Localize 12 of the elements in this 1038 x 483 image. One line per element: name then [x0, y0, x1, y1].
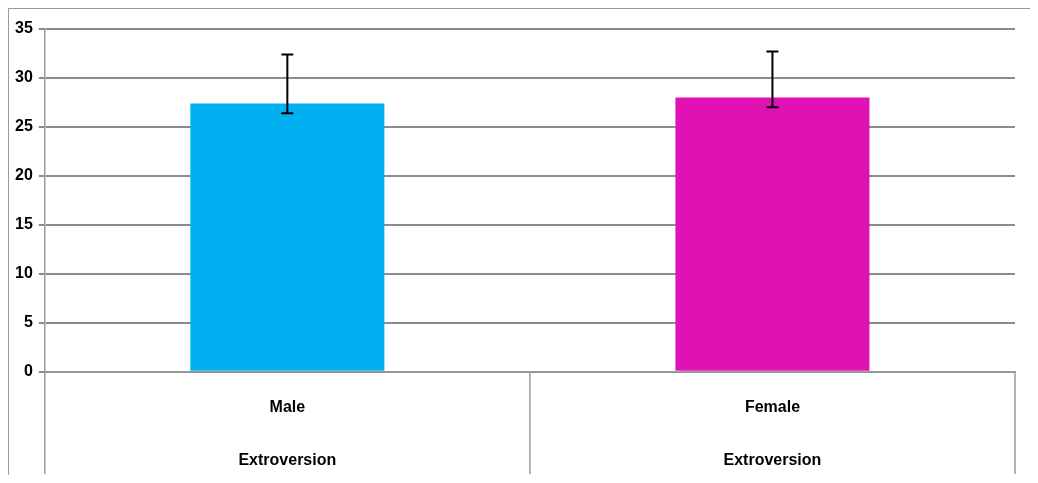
- y-tick-label: 35: [15, 19, 33, 37]
- y-tick-label: 0: [23, 362, 33, 380]
- y-tick-label: 15: [15, 215, 33, 233]
- y-tick-label: 20: [15, 166, 33, 184]
- y-tick-label: 25: [15, 117, 33, 135]
- text: Extroversion: [238, 451, 337, 469]
- y-tick-label: 30: [15, 68, 33, 86]
- x-tick-label: Male: [269, 397, 306, 415]
- y-tick-label: 5: [23, 313, 33, 331]
- x-tick-label: Female: [744, 397, 801, 415]
- y-tick-label: 10: [15, 264, 33, 282]
- text: Extroversion: [723, 451, 822, 469]
